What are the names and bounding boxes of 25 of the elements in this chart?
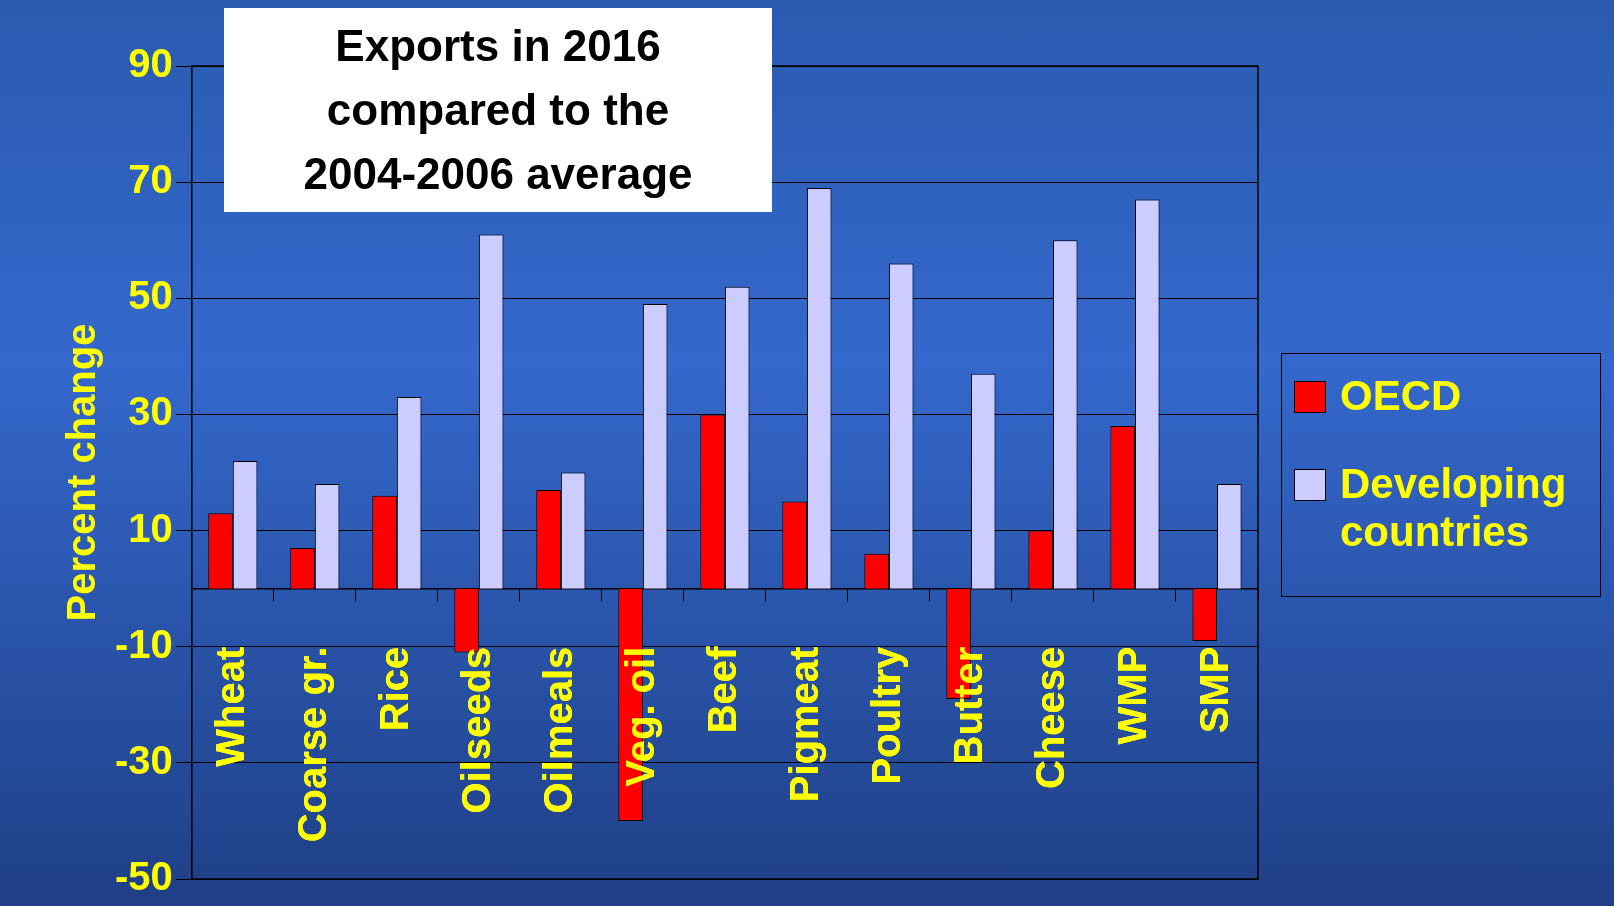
- x-tick-label: Coarse gr.: [289, 646, 334, 843]
- legend-label: OECD: [1340, 372, 1462, 420]
- y-axis-title: Percent change: [59, 323, 104, 622]
- y-tick-label: 70: [128, 157, 173, 202]
- x-tick-label: Butter: [945, 646, 990, 765]
- y-tick-label: 10: [128, 505, 173, 550]
- y-tick-label: 30: [128, 389, 173, 434]
- x-tick-label: Poultry: [863, 645, 908, 785]
- x-tick-label: Pigmeat: [781, 646, 826, 803]
- x-tick-label: Beef: [699, 645, 744, 734]
- x-tick-label: Cheese: [1028, 646, 1072, 789]
- y-tick-label: -50: [115, 854, 173, 899]
- x-tick-label: Veg. oil: [617, 646, 662, 787]
- y-tick-label: -10: [115, 621, 173, 666]
- x-tick-label: Wheat: [207, 646, 252, 767]
- y-tick-label: 90: [128, 41, 173, 86]
- x-tick-label: Oilmeals: [535, 646, 580, 814]
- title-box: Exports in 2016 compared to the 2004-2006 average: [224, 8, 772, 212]
- y-tick-label: -30: [115, 737, 173, 782]
- x-tick-label: Rice: [371, 646, 416, 732]
- x-tick-label: SMP: [1192, 646, 1237, 734]
- x-tick-label: Oilseeds: [453, 646, 498, 814]
- x-tick-label: WMP: [1110, 646, 1155, 745]
- y-tick-label: 50: [128, 273, 173, 318]
- text: Developing countries: [1340, 460, 1568, 556]
